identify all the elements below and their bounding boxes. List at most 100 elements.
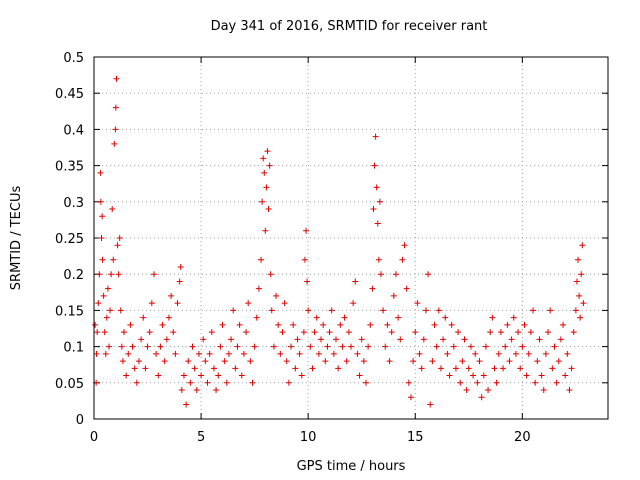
y-tick-label: 0.15 <box>55 304 84 319</box>
data-point <box>118 343 125 350</box>
data-point <box>534 358 541 365</box>
data-point <box>373 184 380 191</box>
data-point <box>568 365 575 372</box>
data-point <box>265 206 272 213</box>
data-point <box>270 343 277 350</box>
data-point <box>148 300 155 307</box>
data-point <box>176 278 183 285</box>
data-point <box>570 329 577 336</box>
data-point <box>487 329 494 336</box>
data-point <box>384 321 391 328</box>
data-point <box>153 350 160 357</box>
data-point <box>395 314 402 321</box>
data-point <box>161 358 168 365</box>
data-point <box>495 350 502 357</box>
data-point <box>536 336 543 343</box>
data-point <box>519 343 526 350</box>
data-point <box>113 75 120 82</box>
data-point <box>146 329 153 336</box>
data-point <box>446 372 453 379</box>
x-tick-label: 0 <box>90 430 98 445</box>
data-point <box>510 314 517 321</box>
x-tick-label: 15 <box>407 430 424 445</box>
data-point <box>163 336 170 343</box>
data-point <box>414 300 421 307</box>
data-point <box>435 307 442 314</box>
plot-frame <box>93 56 609 420</box>
data-point <box>313 314 320 321</box>
data-point <box>285 379 292 386</box>
data-point <box>542 350 549 357</box>
data-point <box>228 336 235 343</box>
data-point <box>230 307 237 314</box>
data-point <box>348 343 354 350</box>
data-point <box>356 372 363 379</box>
data-point <box>474 379 481 386</box>
data-point <box>457 379 464 386</box>
data-point <box>448 321 455 328</box>
data-point <box>112 104 119 111</box>
data-point <box>399 256 406 263</box>
data-point <box>170 329 177 336</box>
data-point <box>416 350 423 357</box>
data-point <box>97 198 104 205</box>
data-point <box>263 184 270 191</box>
data-point <box>482 343 489 350</box>
data-point <box>210 365 217 372</box>
data-point <box>159 321 166 328</box>
data-point <box>168 292 175 299</box>
data-point <box>268 307 275 314</box>
data-point <box>157 343 164 350</box>
data-point <box>478 394 485 401</box>
data-point <box>352 278 359 285</box>
data-point <box>512 350 519 357</box>
data-point <box>133 379 140 386</box>
data-point <box>339 343 346 350</box>
data-point <box>309 365 316 372</box>
data-point <box>198 372 205 379</box>
data-point <box>249 379 256 386</box>
data-point <box>135 358 142 365</box>
data-point <box>221 358 228 365</box>
x-tick-label: 5 <box>197 430 205 445</box>
data-point <box>99 256 106 263</box>
data-point <box>193 387 200 394</box>
data-point <box>455 329 462 336</box>
data-point <box>578 271 585 278</box>
data-point <box>500 365 507 372</box>
data-point <box>403 285 410 292</box>
chart-title: Day 341 of 2016, SRMTID for receiver ran… <box>211 19 488 34</box>
data-point <box>440 336 447 343</box>
data-point <box>301 256 308 263</box>
data-point <box>112 126 119 133</box>
data-point <box>523 372 530 379</box>
data-point <box>467 343 474 350</box>
data-point <box>120 329 127 336</box>
data-point <box>371 162 378 169</box>
data-point <box>560 321 567 328</box>
data-point <box>232 365 239 372</box>
data-point <box>354 350 361 357</box>
grid <box>94 57 608 419</box>
data-point <box>117 307 124 314</box>
data-point <box>472 350 479 357</box>
data-point <box>97 169 104 176</box>
data-point <box>144 343 151 350</box>
data-point <box>322 358 329 365</box>
data-point <box>508 336 515 343</box>
data-point <box>251 343 258 350</box>
data-point <box>575 256 582 263</box>
data-point <box>418 365 425 372</box>
data-point <box>260 155 267 162</box>
data-point <box>223 379 230 386</box>
data-point <box>288 343 295 350</box>
data-point <box>307 343 314 350</box>
data-point <box>204 379 211 386</box>
data-point <box>506 358 513 365</box>
y-tick-label: 0.5 <box>63 51 84 66</box>
data-point <box>382 343 389 350</box>
data-point <box>206 350 213 357</box>
data-point <box>422 307 429 314</box>
data-point <box>125 350 132 357</box>
data-point <box>433 343 440 350</box>
